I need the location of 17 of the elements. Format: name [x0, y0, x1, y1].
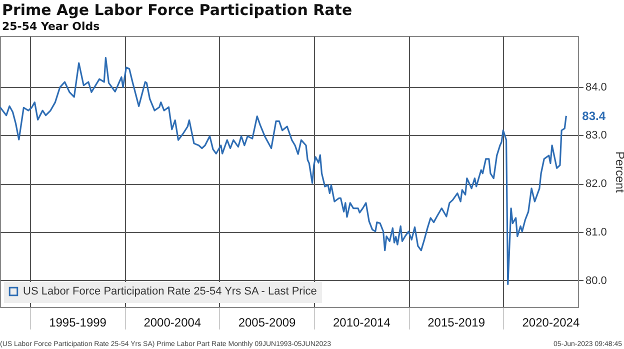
- y-tick-label: 84.0: [586, 81, 607, 94]
- annotation: 83.4: [582, 108, 606, 123]
- x-tick-label: 2010-2014: [332, 316, 391, 330]
- x-tick-label: 2005-2009: [238, 316, 296, 330]
- y-tick-label: 83.0: [586, 130, 607, 142]
- x-tick-label: 2015-2019: [428, 316, 486, 330]
- chart-subtitle: 25-54 Year Olds: [2, 20, 100, 33]
- y-axis-title: Percent: [612, 151, 624, 194]
- x-tick-label: 1995-1999: [49, 316, 107, 330]
- y-tick-label: 80.0: [586, 274, 607, 287]
- legend-label: US Labor Force Participation Rate 25-54 Yrs SA - Last Price: [23, 286, 317, 298]
- x-tick-label: 2000-2004: [144, 316, 202, 330]
- x-tick-label: 2020-2024: [522, 316, 580, 330]
- chart-title: Prime Age Labor Force Participation Rate: [2, 1, 352, 19]
- y-tick-label: 82.0: [586, 178, 607, 190]
- y-tick-label: 81.0: [586, 226, 607, 238]
- line-series: [0, 56, 567, 286]
